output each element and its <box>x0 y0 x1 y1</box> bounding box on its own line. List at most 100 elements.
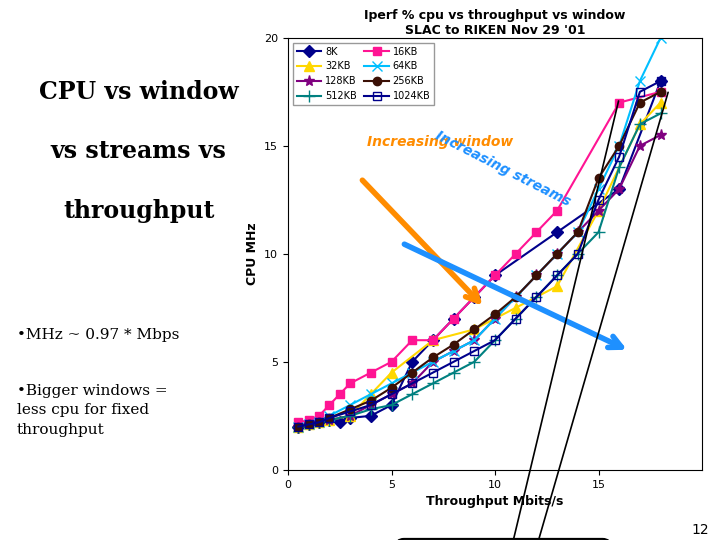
32KB <box>315 419 323 426</box>
Title: Iperf % cpu vs throughput vs window
SLAC to RIKEN Nov 29 '01: Iperf % cpu vs throughput vs window SLAC… <box>364 9 626 37</box>
128KB <box>470 337 479 343</box>
128KB <box>346 413 354 419</box>
256KB <box>305 421 313 428</box>
64KB <box>491 315 500 322</box>
1024KB <box>408 380 417 387</box>
512KB <box>387 402 396 408</box>
256KB <box>491 311 500 318</box>
256KB <box>594 175 603 181</box>
32KB <box>366 391 375 397</box>
128KB <box>532 272 541 279</box>
Line: 128KB: 128KB <box>293 130 666 432</box>
8K <box>366 413 375 419</box>
256KB <box>428 354 437 361</box>
512KB <box>305 421 313 428</box>
256KB <box>315 419 323 426</box>
256KB <box>387 384 396 391</box>
64KB <box>594 186 603 192</box>
Text: Increasing streams: Increasing streams <box>433 129 572 210</box>
512KB <box>511 315 520 322</box>
128KB <box>325 417 333 423</box>
128KB <box>387 391 396 397</box>
Text: throughput: throughput <box>63 199 215 222</box>
8K <box>553 229 562 235</box>
512KB <box>532 294 541 300</box>
Text: •Bigger windows =
less cpu for fixed
throughput: •Bigger windows = less cpu for fixed thr… <box>17 384 167 437</box>
256KB <box>532 272 541 279</box>
128KB <box>553 251 562 257</box>
1024KB <box>315 419 323 426</box>
64KB <box>615 143 624 149</box>
8K <box>387 402 396 408</box>
32KB <box>511 305 520 311</box>
512KB <box>366 406 375 413</box>
8K <box>491 272 500 279</box>
8K <box>325 417 333 423</box>
512KB <box>657 110 665 117</box>
Line: 64KB: 64KB <box>294 33 665 431</box>
256KB <box>657 89 665 95</box>
128KB <box>449 348 458 354</box>
Line: 16KB: 16KB <box>294 87 665 427</box>
1024KB <box>574 251 582 257</box>
8K <box>657 78 665 84</box>
32KB <box>594 207 603 214</box>
8K <box>294 423 302 430</box>
256KB <box>470 326 479 333</box>
1024KB <box>470 348 479 354</box>
256KB <box>636 99 644 106</box>
16KB <box>336 391 344 397</box>
128KB <box>511 294 520 300</box>
32KB <box>346 413 354 419</box>
8K <box>449 315 458 322</box>
16KB <box>325 402 333 408</box>
512KB <box>315 419 323 426</box>
128KB <box>408 380 417 387</box>
256KB <box>615 143 624 149</box>
256KB <box>553 251 562 257</box>
16KB <box>315 413 323 419</box>
256KB <box>511 294 520 300</box>
512KB <box>636 121 644 127</box>
16KB <box>387 359 396 365</box>
256KB <box>294 423 302 430</box>
Line: 32KB: 32KB <box>294 98 665 431</box>
1024KB <box>615 153 624 160</box>
64KB <box>532 272 541 279</box>
512KB <box>553 272 562 279</box>
Y-axis label: CPU MHz: CPU MHz <box>246 222 258 285</box>
16KB <box>491 272 500 279</box>
Text: CPU vs window: CPU vs window <box>39 80 238 104</box>
1024KB <box>346 408 354 415</box>
1024KB <box>594 197 603 203</box>
16KB <box>408 337 417 343</box>
Line: 512KB: 512KB <box>293 108 666 432</box>
128KB <box>294 423 302 430</box>
32KB <box>305 421 313 428</box>
1024KB <box>636 89 644 95</box>
16KB <box>615 99 624 106</box>
256KB <box>325 415 333 421</box>
512KB <box>346 413 354 419</box>
16KB <box>657 89 665 95</box>
256KB <box>366 397 375 404</box>
512KB <box>574 251 582 257</box>
64KB <box>574 229 582 235</box>
64KB <box>428 359 437 365</box>
512KB <box>428 380 437 387</box>
8K <box>336 419 344 426</box>
512KB <box>491 337 500 343</box>
512KB <box>408 391 417 397</box>
1024KB <box>511 315 520 322</box>
32KB <box>325 417 333 423</box>
16KB <box>532 229 541 235</box>
8K <box>305 421 313 428</box>
1024KB <box>553 272 562 279</box>
512KB <box>325 417 333 423</box>
128KB <box>491 315 500 322</box>
32KB <box>636 121 644 127</box>
16KB <box>294 419 302 426</box>
1024KB <box>428 369 437 376</box>
32KB <box>387 369 396 376</box>
32KB <box>657 99 665 106</box>
